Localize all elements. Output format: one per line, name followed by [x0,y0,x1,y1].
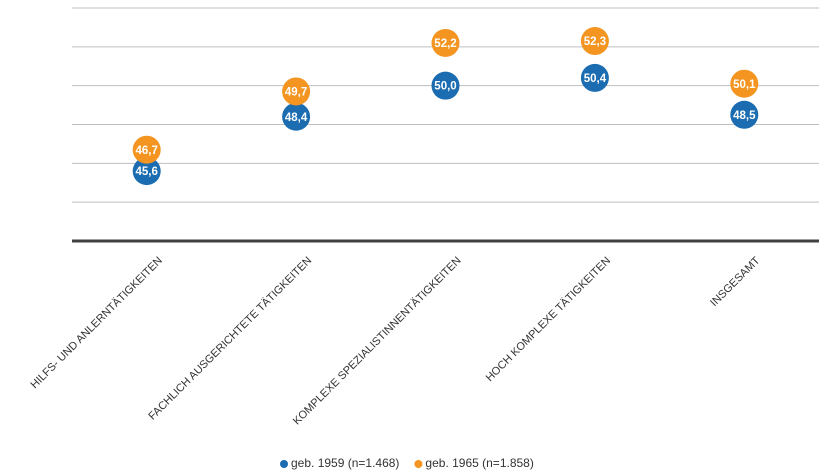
dot [431,71,460,100]
value-label: 50,0 [434,81,456,93]
x-tick-label: HILFS- UND ANLERNTÄTIGKEITEN [28,255,164,391]
value-label: 48,5 [733,110,756,122]
dot [132,135,161,164]
value-label: 45,6 [136,166,158,178]
value-label: 52,2 [434,38,456,50]
dot [282,77,311,106]
value-label: 46,7 [136,145,158,157]
legend: geb. 1959 (n=1.468) geb. 1965 (n=1.858) [280,456,534,470]
legend-marker [280,460,288,468]
x-tick-label: INSGESAMT [708,255,762,309]
value-label: 49,7 [285,87,307,99]
x-tick-label: FACHLICH AUSGERICHTETE TÄTIGKEITEN [146,255,314,423]
value-label: 50,4 [584,73,607,85]
legend-marker [414,460,423,468]
dot [431,28,460,57]
x-tick-label: KOMPLEXE SPEZIALISTINNENTÄTIGKEITEN [291,255,464,428]
value-label: 52,3 [584,36,606,48]
x-tick-label: HOCH KOMPLEXE TÄTIGKEITEN [484,255,613,384]
dot [282,102,311,131]
dot [132,157,161,186]
legend-label: geb. 1959 (n=1.468) [291,456,399,470]
value-label: 48,4 [285,112,308,124]
dot [730,69,759,98]
value-label: 50,1 [733,79,756,91]
legend-label: geb. 1965 (n=1.858) [425,456,533,470]
dot [580,27,609,56]
dot [580,63,609,92]
dot [730,100,759,129]
